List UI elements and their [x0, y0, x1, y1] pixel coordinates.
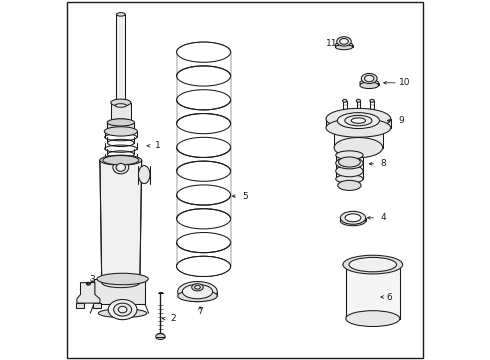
Ellipse shape	[345, 115, 372, 126]
Ellipse shape	[345, 214, 361, 222]
Polygon shape	[117, 14, 125, 103]
Ellipse shape	[336, 165, 363, 177]
Ellipse shape	[341, 216, 366, 226]
Ellipse shape	[116, 163, 125, 171]
Ellipse shape	[107, 119, 134, 126]
Text: 9: 9	[399, 116, 404, 125]
Ellipse shape	[339, 157, 360, 167]
Ellipse shape	[111, 119, 131, 126]
Ellipse shape	[107, 128, 134, 135]
Text: 6: 6	[386, 292, 392, 302]
Ellipse shape	[370, 99, 374, 102]
Ellipse shape	[156, 334, 165, 339]
Ellipse shape	[176, 42, 231, 62]
Ellipse shape	[340, 39, 348, 44]
Ellipse shape	[111, 99, 131, 106]
Text: 10: 10	[399, 78, 411, 87]
Polygon shape	[107, 122, 134, 131]
Ellipse shape	[176, 256, 231, 276]
Text: 2: 2	[170, 314, 176, 323]
Ellipse shape	[336, 151, 363, 159]
Text: 3: 3	[89, 275, 95, 284]
Text: 8: 8	[381, 159, 387, 168]
Polygon shape	[94, 279, 145, 304]
Ellipse shape	[360, 80, 379, 86]
Text: 11: 11	[326, 39, 337, 48]
Ellipse shape	[103, 156, 139, 165]
Ellipse shape	[115, 104, 126, 107]
Polygon shape	[326, 119, 391, 128]
Polygon shape	[100, 160, 142, 283]
Bar	[93, 303, 101, 308]
Ellipse shape	[365, 75, 374, 82]
Polygon shape	[111, 103, 131, 122]
Ellipse shape	[335, 45, 353, 50]
Ellipse shape	[337, 37, 351, 46]
Ellipse shape	[334, 138, 383, 158]
Ellipse shape	[98, 309, 147, 318]
Ellipse shape	[361, 73, 377, 84]
Ellipse shape	[157, 333, 164, 338]
Ellipse shape	[139, 166, 150, 184]
Ellipse shape	[195, 285, 200, 289]
Ellipse shape	[86, 282, 91, 285]
Ellipse shape	[102, 278, 140, 288]
Polygon shape	[334, 128, 383, 148]
Ellipse shape	[104, 127, 137, 136]
Ellipse shape	[178, 290, 217, 302]
Ellipse shape	[97, 273, 148, 285]
Ellipse shape	[326, 108, 391, 129]
Polygon shape	[346, 265, 400, 319]
Ellipse shape	[336, 175, 363, 183]
Ellipse shape	[338, 180, 361, 190]
Ellipse shape	[337, 113, 379, 129]
Ellipse shape	[113, 161, 129, 174]
Ellipse shape	[346, 311, 400, 327]
Bar	[76, 303, 84, 308]
Ellipse shape	[351, 118, 366, 123]
Ellipse shape	[343, 255, 403, 274]
Ellipse shape	[192, 284, 203, 291]
Ellipse shape	[360, 82, 379, 89]
Ellipse shape	[343, 99, 347, 102]
Text: 1: 1	[155, 141, 161, 150]
Ellipse shape	[87, 283, 90, 284]
Ellipse shape	[182, 284, 213, 299]
Ellipse shape	[349, 257, 396, 272]
Ellipse shape	[326, 118, 391, 137]
Ellipse shape	[114, 303, 132, 316]
Text: 4: 4	[381, 213, 387, 222]
Polygon shape	[77, 283, 100, 303]
Ellipse shape	[100, 155, 142, 165]
Ellipse shape	[178, 282, 217, 302]
Ellipse shape	[356, 99, 361, 102]
Ellipse shape	[118, 306, 127, 313]
Text: 5: 5	[242, 192, 248, 201]
Ellipse shape	[117, 13, 125, 16]
Ellipse shape	[335, 42, 353, 48]
Ellipse shape	[341, 211, 366, 224]
Ellipse shape	[336, 157, 363, 169]
Ellipse shape	[108, 300, 137, 320]
Text: 7: 7	[197, 307, 203, 316]
